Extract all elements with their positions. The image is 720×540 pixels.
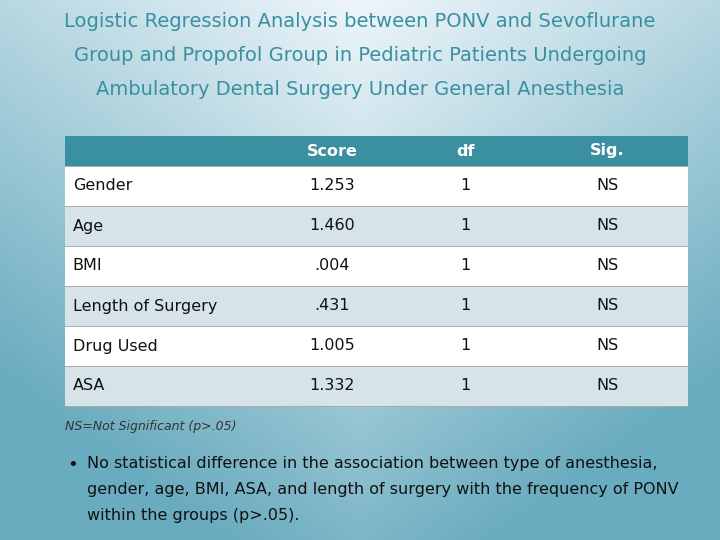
Text: 1: 1	[460, 219, 470, 233]
Text: NS: NS	[596, 339, 618, 354]
Text: Age: Age	[73, 219, 104, 233]
Text: NS: NS	[596, 379, 618, 394]
Text: df: df	[456, 144, 474, 159]
Text: •: •	[67, 456, 78, 474]
Bar	[65, 166, 688, 206]
Bar	[65, 246, 688, 286]
Bar	[65, 206, 688, 246]
Text: 1: 1	[460, 259, 470, 273]
Text: No statistical difference in the association between type of anesthesia,: No statistical difference in the associa…	[87, 456, 657, 471]
Text: Gender: Gender	[73, 179, 132, 193]
Bar	[65, 286, 688, 326]
Text: Logistic Regression Analysis between PONV and Sevoflurane: Logistic Regression Analysis between PON…	[64, 12, 656, 31]
Text: NS: NS	[596, 299, 618, 314]
Text: NS: NS	[596, 259, 618, 273]
Text: Length of Surgery: Length of Surgery	[73, 299, 217, 314]
Bar	[65, 326, 688, 366]
Text: NS: NS	[596, 179, 618, 193]
Text: Ambulatory Dental Surgery Under General Anesthesia: Ambulatory Dental Surgery Under General …	[96, 80, 624, 99]
Text: NS=Not Significant (p>.05): NS=Not Significant (p>.05)	[65, 420, 236, 433]
Text: Group and Propofol Group in Pediatric Patients Undergoing: Group and Propofol Group in Pediatric Pa…	[73, 46, 647, 65]
Text: 1.460: 1.460	[309, 219, 355, 233]
Text: Score: Score	[307, 144, 357, 159]
Text: within the groups (p>.05).: within the groups (p>.05).	[87, 508, 300, 523]
Text: .004: .004	[314, 259, 350, 273]
Text: ASA: ASA	[73, 379, 105, 394]
Text: Drug Used: Drug Used	[73, 339, 158, 354]
Text: 1: 1	[460, 299, 470, 314]
Text: 1.005: 1.005	[309, 339, 355, 354]
Text: 1.253: 1.253	[309, 179, 355, 193]
Text: .431: .431	[314, 299, 350, 314]
Bar	[65, 366, 688, 406]
Bar	[65, 136, 688, 166]
Text: gender, age, BMI, ASA, and length of surgery with the frequency of PONV: gender, age, BMI, ASA, and length of sur…	[87, 482, 678, 497]
Text: 1: 1	[460, 179, 470, 193]
Text: 1: 1	[460, 379, 470, 394]
Text: 1.332: 1.332	[309, 379, 355, 394]
Text: Sig.: Sig.	[590, 144, 625, 159]
Text: 1: 1	[460, 339, 470, 354]
Text: BMI: BMI	[73, 259, 102, 273]
Text: NS: NS	[596, 219, 618, 233]
